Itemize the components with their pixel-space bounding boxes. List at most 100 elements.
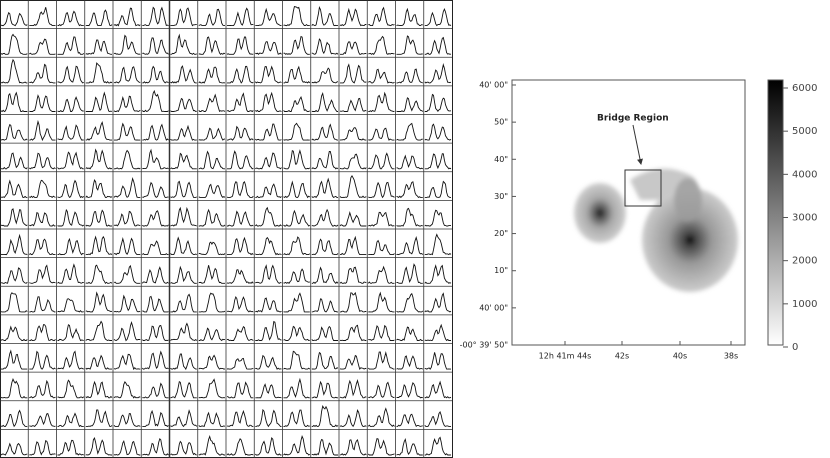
spectrum [339, 409, 367, 428]
spectrum [396, 438, 423, 456]
spectrum [283, 377, 310, 399]
spectrum [339, 175, 367, 198]
spectrum [141, 266, 169, 284]
spectrum [226, 269, 254, 284]
spectrum [255, 152, 282, 170]
spectrum [424, 180, 451, 198]
spectrum [57, 151, 84, 170]
y-tick-label: 10" [494, 266, 508, 275]
spectrum [113, 320, 141, 342]
spectrum [198, 150, 225, 170]
spectrum [0, 91, 28, 113]
spectrum [227, 125, 254, 141]
spectrum [368, 381, 395, 399]
spectrum [57, 208, 85, 227]
spectrum [57, 237, 84, 256]
spectrum [142, 6, 169, 27]
spectrum [113, 210, 141, 227]
spectrum [85, 148, 113, 170]
spectrum [254, 123, 282, 141]
colorbar-label: 5000 [792, 126, 817, 137]
y-tick-label: 40" [494, 155, 508, 164]
spectrum [198, 183, 226, 199]
spectrum [113, 176, 141, 198]
spectrum [198, 327, 226, 342]
spectrum [198, 208, 226, 227]
image-panel: Bridge Region [511, 79, 784, 346]
spectrum [1, 349, 28, 370]
spectrum [283, 325, 310, 341]
spectrum [142, 295, 169, 313]
spectrum [198, 93, 226, 112]
spectrum [283, 65, 311, 84]
spectrum [85, 291, 113, 313]
spectrum [255, 297, 282, 313]
spectrum [141, 350, 169, 370]
spectrum [142, 65, 169, 84]
spectrum [57, 179, 85, 199]
spectrum [57, 298, 84, 313]
spectrum [85, 9, 113, 27]
spectrum [0, 152, 28, 170]
colorbar-label: 6000 [792, 83, 817, 94]
spectrum [29, 413, 56, 427]
spectrum [396, 68, 423, 84]
spectrum [255, 7, 282, 27]
spectrum [85, 264, 113, 285]
spectrum [170, 206, 197, 227]
spectrum [170, 440, 197, 456]
spectrum [0, 123, 28, 141]
spectrum [311, 238, 339, 256]
spectrum [254, 206, 282, 227]
spectrum [113, 381, 141, 399]
spectrum [396, 355, 423, 370]
spectrum [283, 96, 310, 112]
spectrum [198, 127, 226, 141]
spectrum [368, 127, 395, 141]
spectrum [424, 264, 452, 284]
spectrum [255, 41, 282, 55]
spectrum [198, 411, 226, 427]
spectrum [283, 292, 310, 313]
spectrum [29, 324, 56, 341]
spectrum [311, 351, 339, 370]
spectrum [311, 405, 339, 428]
y-tick-label: 50" [494, 118, 508, 127]
spectrum [142, 409, 169, 427]
spectrum [142, 123, 169, 141]
spectrum [311, 298, 338, 313]
spectrum [29, 264, 56, 284]
spectrum [367, 265, 395, 284]
spectrum [170, 236, 198, 256]
x-tick-label: 40s [673, 352, 687, 361]
spectrum [198, 8, 225, 27]
spectrum [29, 119, 56, 142]
spectrum [255, 354, 282, 370]
y-tick-label: 40' 00" [479, 81, 508, 90]
spectrum [57, 96, 84, 112]
x-tick-label: 12h 41m 44s [539, 352, 592, 361]
spectrum [226, 325, 254, 342]
spectrum [85, 179, 113, 198]
spectrum [0, 58, 28, 84]
spectrum [339, 354, 367, 371]
spectrum [198, 265, 225, 284]
spectrum [113, 34, 141, 55]
spectrum [85, 437, 112, 456]
spectrum [0, 33, 28, 55]
colorbar-label: 1000 [792, 299, 817, 310]
spectrum [29, 179, 56, 199]
spectrum [85, 209, 113, 227]
spectrum [113, 66, 141, 84]
spectrum [141, 89, 169, 113]
spectrum [226, 180, 254, 198]
spectrum [339, 97, 367, 112]
spectrum [141, 240, 169, 256]
spectrum [142, 324, 169, 341]
spectrum [227, 7, 254, 27]
spectrum [0, 179, 28, 198]
spectrum [254, 437, 282, 456]
spectrum [339, 266, 367, 284]
spectrum [255, 183, 282, 198]
spectrum [367, 351, 395, 370]
